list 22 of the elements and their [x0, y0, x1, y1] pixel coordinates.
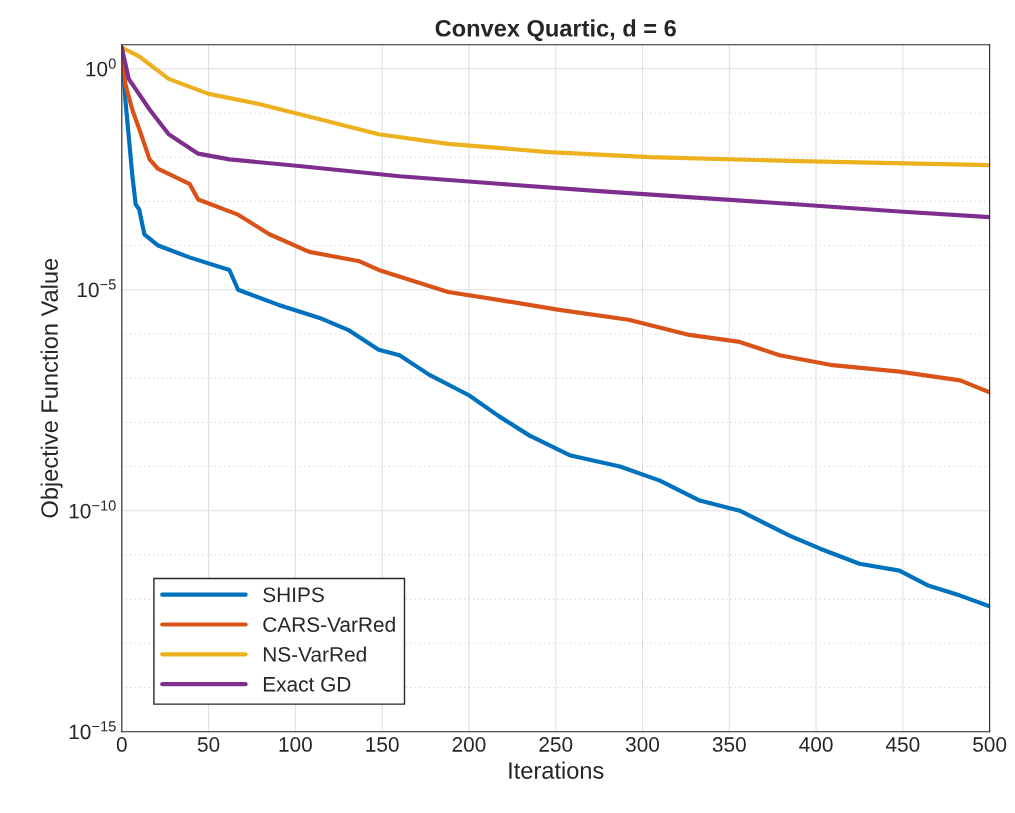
y-axis-title: Objective Function Value	[40, 258, 63, 518]
x-tick-label: 100	[279, 737, 312, 752]
x-tick-label: 450	[885, 737, 920, 752]
x-tick-label: 150	[366, 737, 399, 752]
x-tick-label: 250	[539, 737, 573, 752]
x-tick-label: 350	[712, 737, 746, 752]
legend-label: CARS-VarRed	[263, 616, 395, 632]
chart-title: Convex Quartic, d = 6	[435, 19, 676, 42]
legend-label: Exact GD	[263, 676, 351, 692]
y-tick-label: 10$^{−15}$	[69, 721, 116, 740]
x-tick-label: 300	[625, 737, 660, 752]
x-tick-label: 50	[197, 737, 220, 752]
y-tick-label: 10$^{−10}$	[69, 500, 116, 519]
y-tick-label: 10$^{−5}$	[77, 279, 116, 298]
x-tick-label: 0	[116, 737, 127, 752]
x-axis-title: Iterations	[509, 761, 604, 779]
x-tick-label: 200	[452, 737, 486, 752]
x-tick-label: 400	[799, 737, 833, 752]
y-tick-label: 10$^{0}$	[86, 58, 116, 77]
x-tick-label: 500	[973, 737, 1007, 752]
legend-label: NS-VarRed	[263, 646, 366, 662]
legend-label: SHIPS	[263, 587, 324, 603]
